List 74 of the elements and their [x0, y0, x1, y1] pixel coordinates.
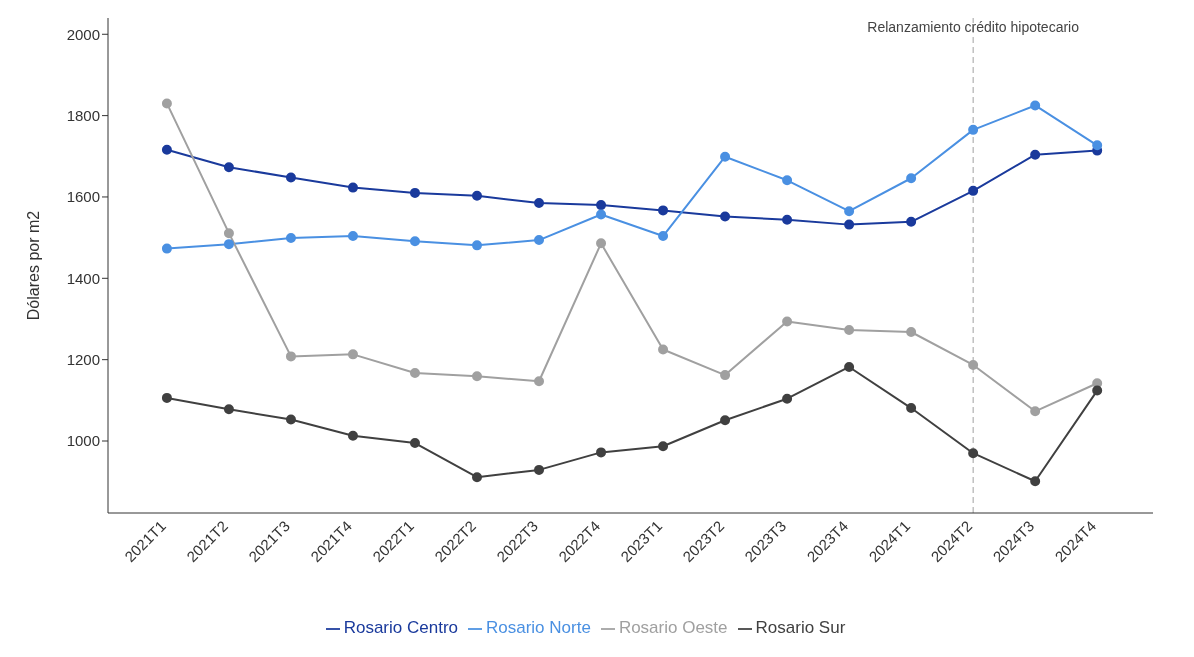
point [409, 368, 420, 379]
point [596, 209, 607, 220]
point [223, 239, 234, 250]
point [782, 393, 793, 404]
point [1030, 100, 1041, 111]
y-tick-label: 1600 [66, 188, 100, 206]
point [658, 344, 669, 355]
point [285, 414, 296, 425]
point [968, 124, 979, 135]
point [347, 430, 358, 441]
point [472, 190, 483, 201]
point [968, 185, 979, 196]
legend-label: Rosario Oeste [618, 618, 728, 637]
point [347, 231, 358, 242]
point [596, 200, 607, 211]
point [844, 219, 855, 230]
point [472, 240, 483, 251]
point [906, 403, 917, 414]
y-tick-label: 1800 [66, 106, 100, 124]
point [161, 98, 172, 109]
point [472, 371, 483, 382]
point [409, 236, 420, 247]
point [161, 392, 172, 403]
y-tick-label: 1000 [66, 432, 100, 450]
y-tick-label: 1400 [66, 269, 100, 287]
legend-label: Rosario Norte [486, 618, 591, 637]
point [534, 198, 545, 209]
point [906, 173, 917, 184]
point [161, 243, 172, 254]
point [1030, 149, 1041, 160]
point [596, 238, 607, 249]
point [968, 448, 979, 459]
point [720, 211, 731, 222]
point [1092, 140, 1103, 151]
point [285, 172, 296, 183]
point [844, 361, 855, 372]
point [223, 404, 234, 415]
point [844, 206, 855, 217]
y-tick-label: 1200 [66, 350, 100, 368]
point [596, 447, 607, 458]
point [658, 205, 669, 216]
point [285, 233, 296, 244]
point [720, 415, 731, 426]
point [472, 472, 483, 483]
ref-line-label: Relanzamiento crédito hipotecario [867, 18, 1080, 35]
point [347, 182, 358, 193]
point [223, 162, 234, 173]
point [223, 228, 234, 239]
legend-label: Rosario Sur [755, 618, 846, 637]
point [534, 464, 545, 475]
legend-label: Rosario Centro [343, 618, 458, 637]
point [658, 231, 669, 242]
point [658, 441, 669, 452]
point [782, 316, 793, 327]
point [844, 324, 855, 335]
point [1030, 476, 1041, 487]
point [968, 359, 979, 370]
point [720, 370, 731, 381]
point [161, 144, 172, 155]
point [285, 351, 296, 362]
y-axis-title: Dólares por m2 [24, 210, 42, 321]
point [782, 214, 793, 225]
point [720, 151, 731, 162]
point [906, 216, 917, 227]
point [409, 438, 420, 449]
point [1030, 406, 1041, 417]
point [409, 187, 420, 198]
point [347, 349, 358, 360]
point [906, 327, 917, 337]
point [534, 376, 545, 387]
point [1092, 385, 1103, 396]
point [534, 235, 545, 246]
y-tick-label: 2000 [66, 25, 100, 43]
point [782, 175, 793, 186]
